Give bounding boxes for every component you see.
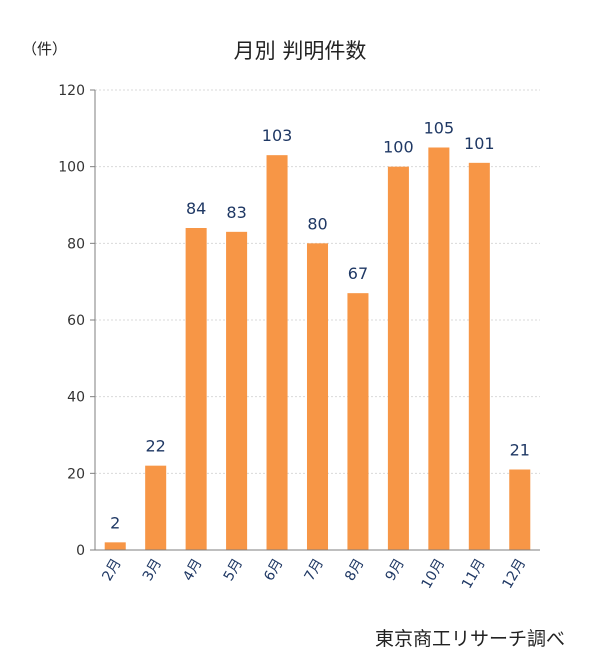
y-tick-label: 100 [58, 160, 85, 176]
x-tick-label: 3月 [140, 556, 165, 584]
bars [104, 147, 531, 551]
x-tick-label: 2月 [99, 556, 124, 584]
x-tick-label: 12月 [499, 556, 529, 592]
y-axis: 0 20 40 60 80 100 120 [58, 83, 96, 559]
data-label: 84 [186, 199, 206, 218]
y-unit-label: （件） [22, 40, 67, 58]
bar [226, 231, 248, 551]
chart-title: 月別 判明件数 [234, 39, 367, 63]
x-tick-label: 9月 [383, 556, 408, 584]
data-label: 80 [307, 214, 327, 233]
x-tick-label: 11月 [459, 556, 489, 592]
x-tick-label: 7月 [302, 556, 327, 584]
x-tick-label: 6月 [261, 556, 286, 584]
bar [468, 162, 490, 551]
bar [104, 542, 126, 550]
y-tick-label: 0 [76, 543, 85, 559]
x-tick-label: 5月 [221, 556, 246, 584]
bar [428, 147, 450, 550]
x-tick-label: 10月 [419, 556, 449, 592]
bar [509, 469, 531, 550]
bar [347, 293, 369, 550]
data-label: 2 [110, 513, 120, 532]
bar [387, 166, 409, 550]
y-tick-label: 120 [58, 83, 85, 99]
y-tick-label: 80 [67, 236, 85, 252]
data-label: 105 [424, 119, 455, 138]
bar [306, 243, 329, 551]
x-tick-label: 8月 [342, 556, 367, 584]
y-tick-label: 40 [67, 390, 85, 406]
data-label: 21 [510, 441, 530, 460]
bar [266, 155, 288, 550]
data-label: 22 [146, 437, 166, 456]
data-label: 101 [464, 134, 495, 153]
source-note: 東京商工リサーチ調べ [375, 628, 565, 650]
data-label: 83 [226, 203, 246, 222]
data-label: 67 [348, 264, 368, 283]
y-tick-label: 60 [67, 313, 85, 329]
x-axis: 2月 3月 4月 5月 6月 7月 8月 9月 10月 11月 12月 [95, 549, 540, 592]
bar [185, 228, 207, 550]
data-label: 100 [383, 138, 414, 157]
y-tick-label: 20 [67, 466, 85, 482]
x-tick-label: 4月 [180, 556, 205, 584]
data-label: 103 [262, 126, 293, 145]
bar [145, 465, 167, 550]
